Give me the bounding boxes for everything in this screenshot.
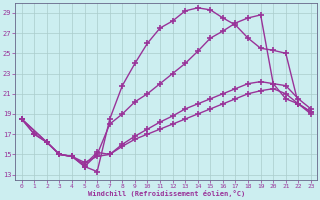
X-axis label: Windchill (Refroidissement éolien,°C): Windchill (Refroidissement éolien,°C) [88,190,245,197]
